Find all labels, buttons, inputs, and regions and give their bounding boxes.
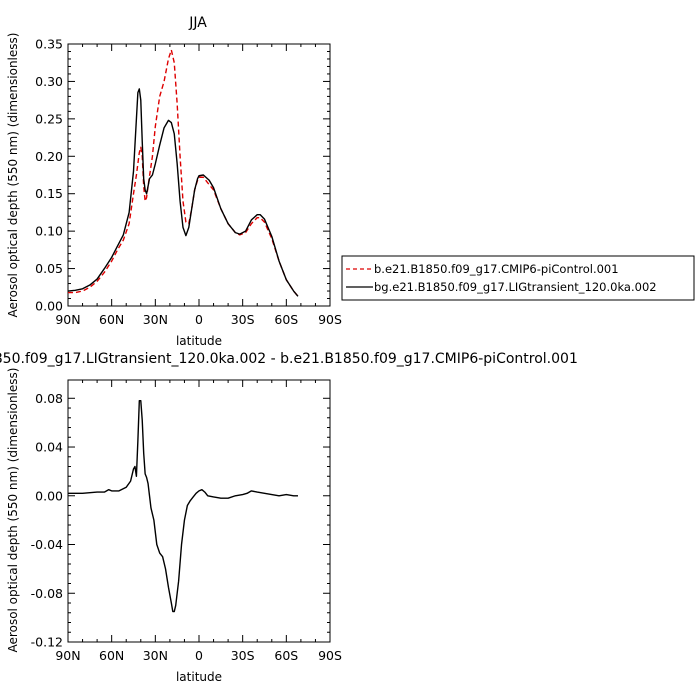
bottom-y-tick-label: 0.04	[35, 440, 63, 455]
top-panel-title: JJA	[188, 15, 207, 31]
top-x-tick-label: 30S	[231, 312, 255, 327]
legend-frame	[341, 255, 695, 301]
legend-label-picontrol: b.e21.B1850.f09_g17.CMIP6-piControl.001	[374, 262, 619, 276]
bottom-x-axis-title: latitude	[176, 670, 222, 684]
top-x-tick-label: 90N	[55, 312, 80, 327]
top-x-tick-label: 60S	[274, 312, 298, 327]
bottom-x-tick-label: 30N	[143, 648, 168, 663]
legend-label-ligtransient: bg.e21.B1850.f09_g17.LIGtransient_120.0k…	[374, 280, 657, 294]
top-series-line-1	[67, 88, 299, 297]
top-y-tick-label: 0.10	[35, 224, 63, 239]
top-series-line-0	[68, 49, 299, 297]
bottom-plot-frame	[67, 379, 331, 643]
bottom-panel-title: bg.e21.B1850.f09_g17.LIGtransient_120.0k…	[0, 351, 578, 367]
bottom-x-tick-label: 90N	[55, 648, 80, 663]
bottom-x-tick-label: 60N	[99, 648, 124, 663]
bottom-x-tick-label: 0	[195, 648, 203, 663]
bottom-series-lines	[68, 400, 298, 613]
top-panel: JJA 90N 60N 30N 0 30S 60S 90S 0.00 0.05 0.10 0.15 0…	[6, 15, 342, 348]
bottom-panel: bg.e21.B1850.f09_g17.LIGtransient_120.0k…	[0, 351, 578, 684]
top-y-tick-label: 0.20	[35, 149, 63, 164]
top-series-lines	[67, 49, 299, 297]
bottom-y-axis-title: Aerosol optical depth (550 nm) (dimensio…	[6, 368, 20, 653]
bottom-x-tick-label: 30S	[231, 648, 255, 663]
top-x-axis-title: latitude	[176, 334, 222, 348]
legend: b.e21.B1850.f09_g17.CMIP6-piControl.001 …	[341, 255, 695, 301]
top-y-tick-label: 0.30	[35, 74, 63, 89]
top-y-tick-label: 0.35	[35, 37, 63, 52]
top-y-tick-label: 0.25	[35, 111, 63, 126]
bottom-x-tick-label: 90S	[318, 648, 342, 663]
bottom-axis-ticks: 90N 60N 30N 0 30S 60S 90S -0.12 -0.08 -0.04 0.00 0.…	[31, 380, 342, 663]
bottom-y-tick-label: 0.08	[35, 391, 63, 406]
bottom-series-line-0	[68, 400, 298, 613]
top-axis-ticks: 90N 60N 30N 0 30S 60S 90S 0.00 0.05 0.10 0.15 0.20 0…	[35, 37, 342, 328]
top-x-tick-label: 30N	[143, 312, 168, 327]
bottom-x-tick-label: 60S	[274, 648, 298, 663]
top-y-tick-label: 0.00	[35, 299, 63, 314]
top-y-tick-label: 0.05	[35, 261, 63, 276]
bottom-y-tick-label: -0.04	[31, 537, 63, 552]
bottom-y-tick-label: -0.08	[31, 586, 63, 601]
top-x-tick-label: 0	[195, 312, 203, 327]
top-y-tick-label: 0.15	[35, 186, 63, 201]
bottom-y-tick-label: -0.12	[31, 635, 63, 650]
top-y-axis-title: Aerosol optical depth (550 nm) (dimensio…	[6, 33, 20, 318]
top-x-tick-label: 90S	[318, 312, 342, 327]
top-x-tick-label: 60N	[99, 312, 124, 327]
bottom-y-tick-label: 0.00	[35, 488, 63, 503]
